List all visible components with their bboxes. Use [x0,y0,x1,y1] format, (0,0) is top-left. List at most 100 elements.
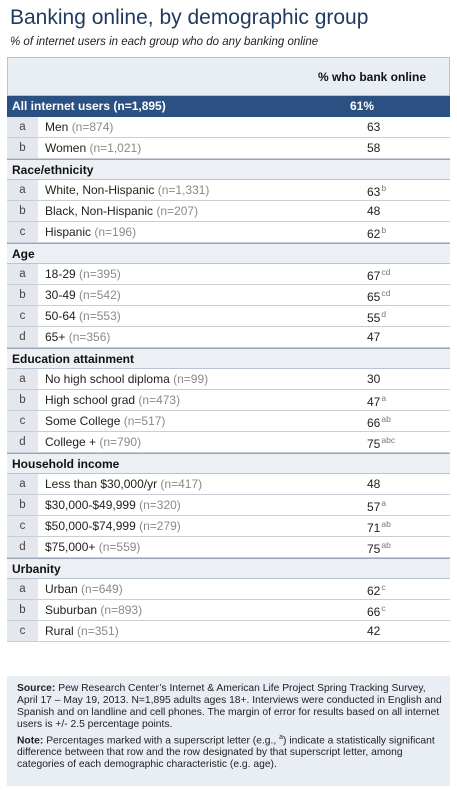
row-name: $75,000+ [45,540,96,554]
table-row: a 18-29 (n=395) 67cd [7,264,450,285]
section-header: Urbanity [7,558,450,579]
row-name: Urban [45,582,78,596]
row-name: Rural [45,624,74,638]
row-label: 50-64 (n=553) [45,309,121,323]
row-value: 42 [367,624,407,638]
section-header: Education attainment [7,348,450,369]
row-sample-size: (n=649) [81,582,123,596]
row-label: Black, Non-Hispanic (n=207) [45,204,198,218]
row-label: Hispanic (n=196) [45,225,136,239]
row-value: 48 [367,204,407,218]
row-label: Some College (n=517) [45,414,165,428]
row-name: High school grad [45,393,136,407]
row-label: Suburban (n=893) [45,603,142,617]
significance-marker: a [381,393,387,403]
row-label: Urban (n=649) [45,582,123,596]
all-users-label: All internet users (n=1,895) [12,99,166,113]
row-value: 66c [367,603,407,619]
section-header: Household income [7,453,450,474]
significance-marker: a [381,498,387,508]
table-row: b 30-49 (n=542) 65cd [7,285,450,306]
row-percent: 57 [367,500,381,514]
section-title: Household income [12,457,120,471]
row-value: 48 [367,477,407,491]
table-row: a No high school diploma (n=99) 30 [7,369,450,390]
row-percent: 55 [367,311,381,325]
row-letter: b [7,390,38,410]
row-letter: a [7,117,38,137]
row-letter: b [7,495,38,515]
chart-title: Banking online, by demographic group [10,6,369,29]
row-letter: c [7,222,38,242]
row-label: College + (n=790) [45,435,141,449]
row-value: 63b [367,183,407,199]
row-percent: 71 [367,521,381,535]
row-value: 71ab [367,519,407,535]
row-name: Black, Non-Hispanic [45,204,154,218]
row-name: 50-64 [45,309,76,323]
row-sample-size: (n=542) [79,288,121,302]
row-label: 30-49 (n=542) [45,288,121,302]
note-text-after: ) indicate a statistically significant d… [17,735,435,771]
row-percent: 47 [367,395,381,409]
row-letter: c [7,516,38,536]
table-row: b Women (n=1,021) 58 [7,138,450,159]
row-percent: 30 [367,372,381,386]
row-sample-size: (n=874) [71,120,114,134]
significance-marker: c [381,603,386,613]
row-percent: 62 [367,227,381,241]
row-letter: b [7,600,38,620]
row-value: 47 [367,330,407,344]
data-table: % who bank online All internet users (n=… [7,57,450,642]
row-label: Less than $30,000/yr (n=417) [45,477,202,491]
row-percent: 66 [367,416,381,430]
row-value: 58 [367,141,407,155]
row-percent: 62 [367,584,381,598]
table-row: b Black, Non-Hispanic (n=207) 48 [7,201,450,222]
row-percent: 58 [367,141,381,155]
row-sample-size: (n=356) [68,330,111,344]
source-paragraph: Source: Pew Research Center’s Internet &… [17,683,444,731]
row-letter: a [7,579,38,599]
row-letter: d [7,327,38,347]
row-label: Rural (n=351) [45,624,119,638]
row-sample-size: (n=893) [100,603,143,617]
row-sample-size: (n=279) [139,519,181,533]
row-name: 18-29 [45,267,76,281]
significance-marker: cd [381,288,391,298]
row-percent: 75 [367,437,381,451]
row-sample-size: (n=351) [77,624,119,638]
row-letter: a [7,369,38,389]
chart-subtitle: % of internet users in each group who do… [10,36,319,48]
row-value: 57a [367,498,407,514]
row-sample-size: (n=553) [79,309,121,323]
row-letter: d [7,432,38,452]
row-letter: d [7,537,38,557]
row-value: 66ab [367,414,407,430]
row-percent: 65 [367,290,381,304]
row-percent: 75 [367,542,381,556]
row-sample-size: (n=196) [94,225,137,239]
significance-marker: cd [381,267,391,277]
row-letter: a [7,180,38,200]
row-percent: 63 [367,120,381,134]
row-value: 55d [367,309,407,325]
row-name: White, Non-Hispanic [45,183,155,197]
section-title: Education attainment [12,352,135,366]
table-row: a Men (n=874) 63 [7,117,450,138]
table-row: d 65+ (n=356) 47 [7,327,450,348]
row-percent: 47 [367,330,381,344]
row-name: Some College [45,414,121,428]
source-label: Source: [17,683,56,694]
row-value: 30 [367,372,407,386]
row-label: $50,000-$74,999 (n=279) [45,519,181,533]
row-sample-size: (n=207) [156,204,199,218]
row-label: Men (n=874) [45,120,113,134]
row-label: 18-29 (n=395) [45,267,121,281]
table-row: c Hispanic (n=196) 62b [7,222,450,243]
row-sample-size: (n=417) [160,477,203,491]
row-name: 30-49 [45,288,76,302]
row-letter: c [7,306,38,326]
note-sup: a [279,734,284,741]
row-sample-size: (n=517) [123,414,166,428]
